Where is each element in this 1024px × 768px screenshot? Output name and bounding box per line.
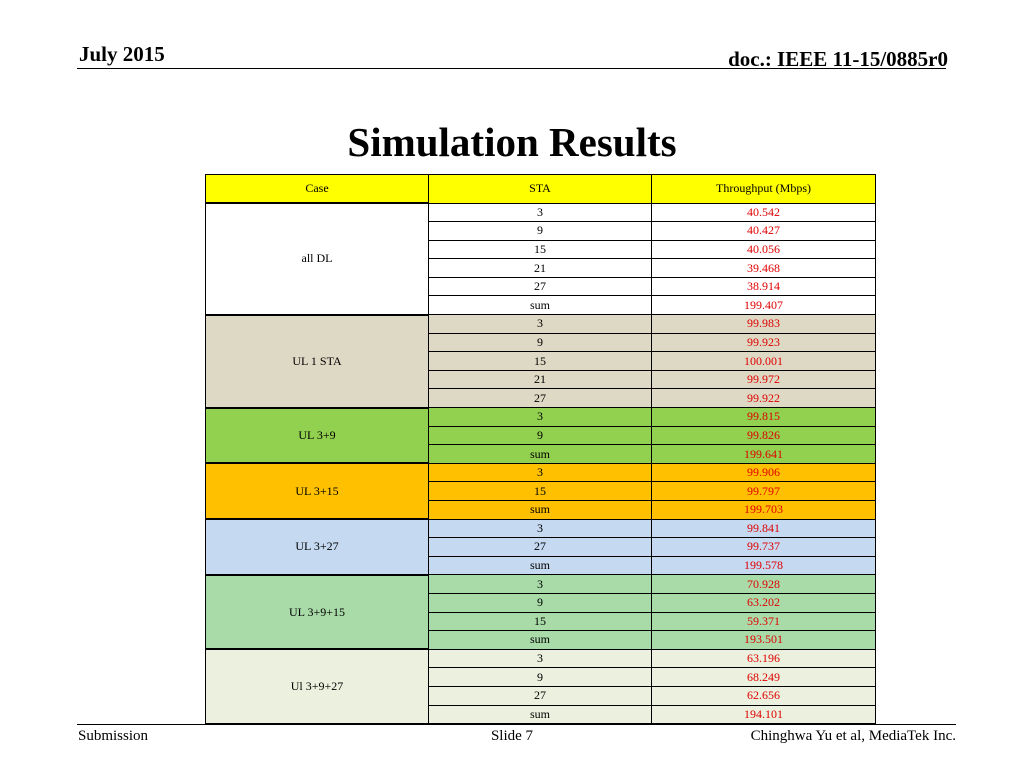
case-label: UL 3+15	[205, 462, 429, 520]
throughput-cell: 99.972	[651, 369, 876, 390]
sta-cell: 3	[428, 518, 652, 539]
throughput-cell: 99.906	[651, 462, 876, 483]
header-date: July 2015	[79, 42, 165, 66]
throughput-cell: 99.737	[651, 537, 876, 557]
case-label: UL 3+9	[205, 406, 429, 464]
footer-author: Chinghwa Yu et al, MediaTek Inc.	[750, 728, 956, 744]
table-row: Ul 3+9+27 3 63.196	[205, 648, 876, 725]
throughput-cell: 40.427	[651, 221, 876, 241]
throughput-cell: 99.922	[651, 388, 876, 409]
throughput-cell: 100.001	[651, 351, 876, 371]
throughput-cell: 63.196	[651, 648, 876, 669]
case-label: UL 3+9+15	[205, 573, 429, 650]
throughput-cell: 199.407	[651, 295, 876, 316]
sta-cell: 27	[428, 537, 652, 557]
sta-cell: sum	[428, 295, 652, 316]
sta-cell: sum	[428, 704, 652, 725]
table-row: all DL 3 40.542	[205, 202, 876, 316]
throughput-cell: 63.202	[651, 592, 876, 613]
throughput-cell: 99.815	[651, 407, 876, 427]
sta-cell: 15	[428, 481, 652, 501]
sta-cell: 27	[428, 388, 652, 409]
sta-cell: 9	[428, 425, 652, 446]
column-header-sta: STA	[428, 174, 652, 204]
table-row: UL 3+9+15 3 70.928	[205, 573, 876, 650]
footer-submission: Submission	[78, 728, 149, 744]
throughput-cell: 62.656	[651, 685, 876, 706]
throughput-cell: 39.468	[651, 258, 876, 278]
table-row: UL 1 STA 3 99.983	[205, 313, 876, 409]
case-label: Ul 3+9+27	[205, 648, 429, 725]
table-row: UL 3+27 3 99.841	[205, 518, 876, 576]
sta-cell: 3	[428, 314, 652, 334]
sta-cell: 9	[428, 592, 652, 613]
sta-cell: 9	[428, 221, 652, 241]
throughput-cell: 59.371	[651, 611, 876, 632]
sta-cell: sum	[428, 444, 652, 464]
sta-cell: 9	[428, 332, 652, 353]
header-divider	[77, 68, 946, 69]
footer-slide-number: Slide 7	[490, 728, 534, 744]
throughput-cell: 99.841	[651, 518, 876, 539]
throughput-cell: 40.056	[651, 239, 876, 260]
throughput-cell: 199.703	[651, 500, 876, 520]
throughput-cell: 68.249	[651, 667, 876, 687]
case-label: all DL	[205, 202, 429, 316]
throughput-cell: 193.501	[651, 630, 876, 650]
throughput-cell: 199.641	[651, 444, 876, 464]
case-label: UL 3+27	[205, 518, 429, 576]
sta-cell: 3	[428, 407, 652, 427]
sta-cell: sum	[428, 500, 652, 520]
throughput-cell: 40.542	[651, 202, 876, 223]
column-header-throughput: Throughput (Mbps)	[651, 174, 876, 204]
throughput-cell: 99.983	[651, 314, 876, 334]
sta-cell: 3	[428, 648, 652, 669]
throughput-cell: 70.928	[651, 574, 876, 594]
sta-cell: 15	[428, 611, 652, 632]
throughput-cell: 99.923	[651, 332, 876, 353]
results-table: Case STA Throughput (Mbps) all DL 3 40.542…	[205, 174, 876, 725]
sta-cell: 3	[428, 574, 652, 594]
sta-cell: 3	[428, 202, 652, 223]
sta-cell: 21	[428, 369, 652, 390]
throughput-cell: 99.797	[651, 481, 876, 501]
footer-divider	[77, 724, 956, 725]
sta-cell: 21	[428, 258, 652, 278]
table-row: UL 3+15 3 99.906	[205, 462, 876, 520]
sta-cell: 27	[428, 685, 652, 706]
header-doc-id: doc.: IEEE 11-15/0885r0	[728, 47, 948, 71]
throughput-cell: 99.826	[651, 425, 876, 446]
column-header-case: Case	[205, 174, 429, 204]
sta-cell: 9	[428, 667, 652, 687]
sta-cell: 27	[428, 276, 652, 297]
slide-title: Simulation Results	[347, 119, 677, 165]
table-row: UL 3+9 3 99.815	[205, 406, 876, 464]
sta-cell: 15	[428, 351, 652, 371]
throughput-cell: 194.101	[651, 704, 876, 725]
throughput-cell: 38.914	[651, 276, 876, 297]
case-label: UL 1 STA	[205, 313, 429, 409]
results-body: all DL 3 40.542 9 40.427 15 40.056 21 39.468 27 38…	[205, 202, 876, 725]
sta-cell: 3	[428, 462, 652, 483]
table-header-row: Case STA Throughput (Mbps)	[205, 174, 876, 204]
sta-cell: sum	[428, 630, 652, 650]
sta-cell: 15	[428, 239, 652, 260]
throughput-cell: 199.578	[651, 555, 876, 576]
sta-cell: sum	[428, 555, 652, 576]
